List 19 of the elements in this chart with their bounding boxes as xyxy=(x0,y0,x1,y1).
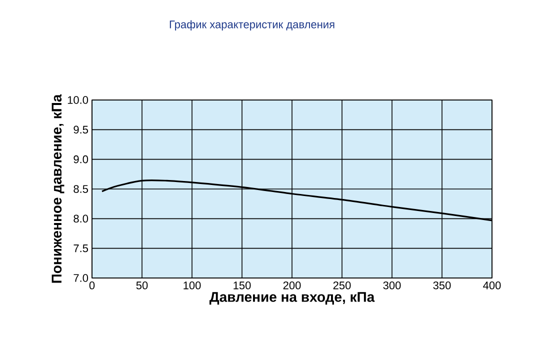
y-tick-label: 8.0 xyxy=(74,214,88,223)
y-tick-label: 10.0 xyxy=(68,96,88,104)
x-tick-label: 350 xyxy=(433,282,451,290)
x-tick-label: 100 xyxy=(184,282,201,290)
x-tick-label: 50 xyxy=(136,282,148,290)
y-axis-title: Пониженное давление, кПа xyxy=(52,94,64,283)
x-tick-label: 400 xyxy=(483,282,501,290)
x-tick-label: 150 xyxy=(234,282,251,290)
y-tick-label: 9.5 xyxy=(74,126,88,134)
x-tick-label: 200 xyxy=(283,282,301,290)
x-tick-label: 300 xyxy=(383,282,401,290)
y-tick-label: 8.5 xyxy=(74,185,88,193)
x-tick-label: 250 xyxy=(333,282,351,290)
chart-title: График характеристик давления xyxy=(170,20,334,30)
x-axis-title: Давление на входе, кПа xyxy=(209,292,375,305)
y-tick-label: 9.0 xyxy=(74,155,88,164)
y-tick-label: 7.5 xyxy=(74,244,88,252)
y-tick-label: 7.0 xyxy=(74,274,88,282)
x-tick-label: 0 xyxy=(89,282,95,290)
